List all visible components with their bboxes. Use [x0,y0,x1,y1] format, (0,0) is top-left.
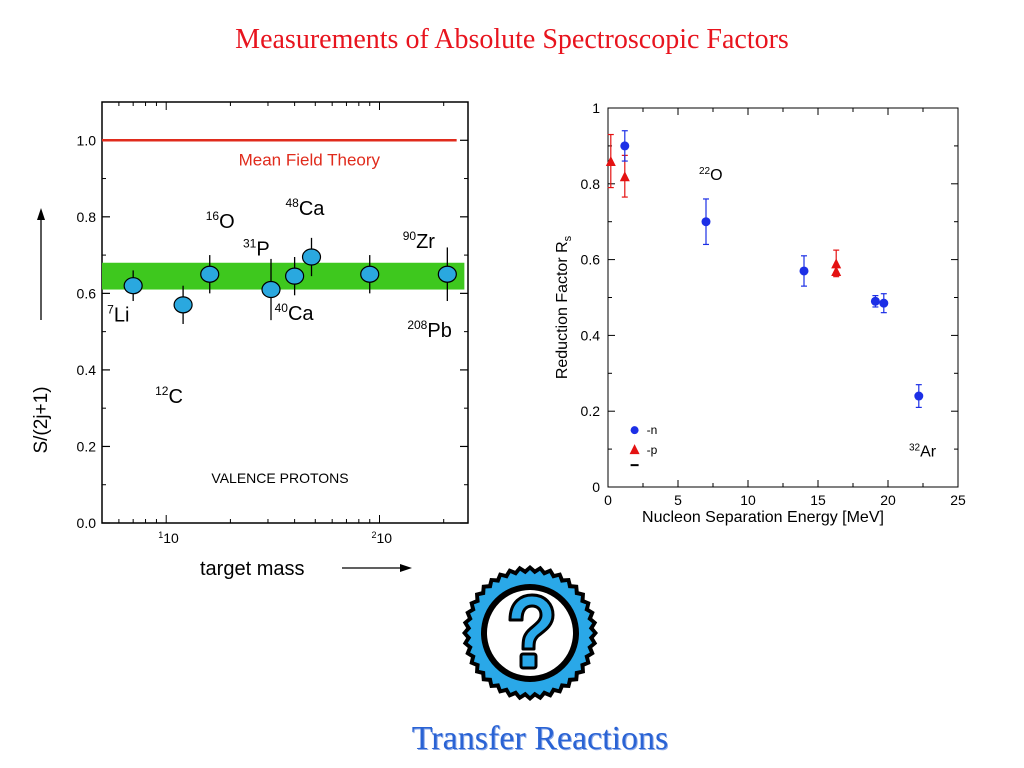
question-mark-dot [519,652,538,670]
y-axis-arrow-head [37,208,45,220]
y-tick-label: 1 [592,100,600,116]
data-point-p [831,265,842,276]
y-tick-label: 1.0 [77,132,97,148]
point-label: 31P [243,237,270,261]
y-tick-label: 0.4 [581,327,601,343]
y-tick-label: 0.8 [77,209,97,225]
data-point-p [831,258,842,269]
legend-marker-p [629,444,640,455]
y-tick-label: 0.0 [77,515,97,531]
data-point-n [879,298,889,308]
data-point-n [799,266,809,276]
x-tick-label: 10 [740,492,756,508]
right-chart: 00.20.40.60.810 5 10 15 20 2522O32Ar-n-pNucle… [554,100,966,526]
point-label: 16O [206,209,235,233]
plot-frame [607,107,959,488]
footer-title: Transfer Reactions [411,720,669,757]
data-point [285,267,305,285]
point-label: 32Ar [909,443,937,461]
data-point [437,265,457,283]
data-point-n [870,296,880,306]
y-axis-label: S/(2j+1) [31,386,52,453]
x-tick-label: 15 [810,492,826,508]
x-tick-label: 110 [158,530,179,546]
left-chart: 0.0 0.2 0.4 0.6 0.8 1.0 110 210 Mean Field Theor… [31,101,469,580]
data-point [200,265,220,283]
legend-marker-n [630,426,639,435]
data-point-n [914,391,924,401]
slide-title: Measurements of Absolute Spectroscopic F… [235,24,789,55]
average-band [102,262,465,290]
plot-frame [101,101,469,524]
x-axis-label: Nucleon Separation Energy [MeV] [642,509,884,526]
data-point [301,248,322,266]
y-tick-label: 0.2 [77,438,97,454]
x-tick-label: 0 [604,492,612,508]
data-point [360,265,380,283]
point-label: 48Ca [286,196,326,220]
annotation-valence: VALENCE PROTONS [211,470,348,486]
x-tick-label: 25 [950,492,966,508]
data-point-p [619,171,630,182]
point-label: 7Li [107,303,129,327]
question-mark-hook [508,593,555,651]
y-tick-label: 0.2 [581,403,601,419]
x-tick-label: 210 [371,530,392,546]
data-point-n [701,217,711,227]
question-mark-icon [462,565,598,701]
y-axis-label: Reduction Factor Rs [554,235,574,379]
x-axis-label: target mass [200,558,304,580]
data-point [261,280,281,299]
point-label: 208Pb [407,318,452,342]
point-label: 90Zr [403,229,436,253]
data-point [173,296,193,314]
point-label: 12C [155,384,183,408]
point-label: 40Ca [275,301,315,325]
x-tick-label: 20 [880,492,896,508]
mean-field-label: Mean Field Theory [239,150,381,169]
legend-label-p: -p [647,443,658,457]
y-tick-label: 0.6 [581,252,601,268]
data-point-p [605,156,616,167]
help-badge[interactable] [460,563,600,703]
legend-label-n: -n [647,423,658,437]
data-point-n [620,141,630,151]
data-point [123,277,143,295]
y-tick-label: 0.4 [77,362,97,378]
y-tick-label: 0.8 [581,176,601,192]
point-label: 22O [699,166,723,184]
x-axis-arrow-head [400,564,412,572]
x-tick-label: 5 [674,492,682,508]
y-tick-label: 0 [592,479,600,495]
y-tick-label: 0.6 [77,285,97,301]
